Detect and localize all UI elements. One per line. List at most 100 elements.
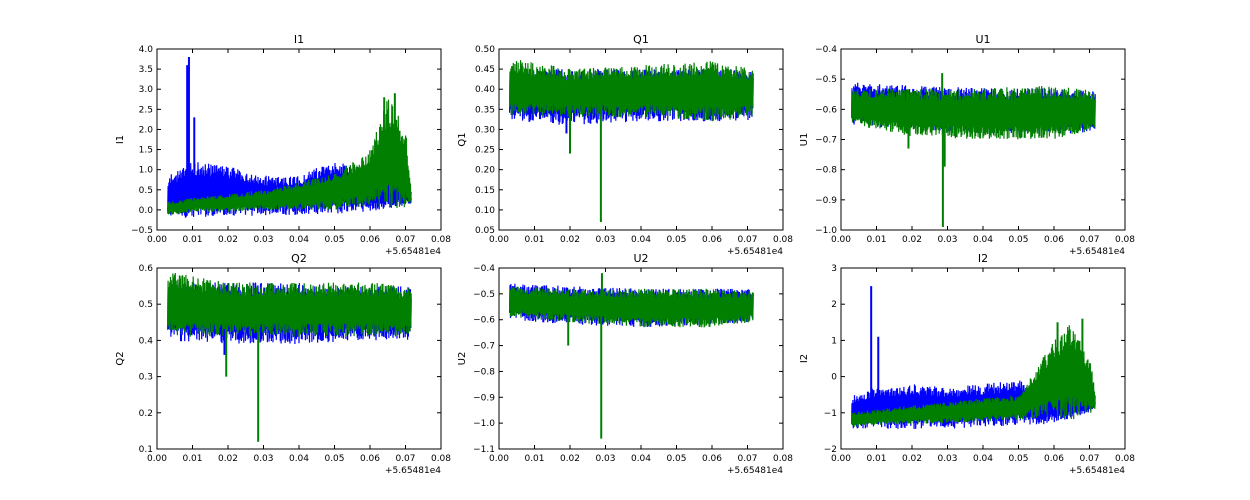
x-tick-label: 0.05 xyxy=(666,235,686,245)
subplot-u1: 0.00 0.01 0.02 0.03 0.04 0.05 0.06 0.07 0.08 −1.0… xyxy=(799,33,1135,257)
x-tick-label: 0.06 xyxy=(1044,235,1064,245)
x-tick-label: 0.06 xyxy=(360,235,380,245)
x-offset-label: +5.65481e4 xyxy=(727,466,783,476)
x-tick-label: 0.06 xyxy=(1044,454,1064,464)
x-tick-label: 0.03 xyxy=(253,235,273,245)
y-tick-label: −1.0 xyxy=(473,419,495,429)
x-tick-label: 0.08 xyxy=(773,454,793,464)
y-axis-label: I1 xyxy=(115,135,126,144)
y-tick-label: 0.6 xyxy=(139,264,154,274)
series-line-2 xyxy=(851,85,1096,140)
x-offset-label: +5.65481e4 xyxy=(1069,466,1125,476)
x-tick-label: 0.01 xyxy=(524,454,544,464)
y-axis-label: U2 xyxy=(457,352,468,366)
x-tick-label: 0.01 xyxy=(524,235,544,245)
subplot-title: I2 xyxy=(978,252,988,265)
subplot-title: I1 xyxy=(294,33,304,46)
y-tick-label: −0.7 xyxy=(473,342,495,352)
y-tick-label: 0.50 xyxy=(475,45,495,55)
x-tick-label: 0.05 xyxy=(1008,235,1028,245)
x-tick-label: 0.04 xyxy=(973,235,993,245)
x-tick-label: 0.04 xyxy=(289,454,309,464)
x-offset-label: +5.65481e4 xyxy=(385,247,441,257)
y-tick-label: 0.20 xyxy=(475,166,495,176)
y-tick-label: 0.30 xyxy=(475,125,495,135)
y-tick-label: 0.45 xyxy=(475,65,495,75)
y-tick-label: −0.5 xyxy=(815,75,837,85)
y-tick-label: 2.5 xyxy=(139,105,153,115)
series-group xyxy=(167,57,412,218)
x-tick-label: 0.02 xyxy=(902,454,922,464)
y-tick-label: 3 xyxy=(831,264,837,274)
y-tick-label: 0.10 xyxy=(475,206,495,216)
y-tick-label: 4.0 xyxy=(139,45,154,55)
series-group xyxy=(167,272,412,442)
x-tick-label: 0.05 xyxy=(324,235,344,245)
x-tick-label: 0.07 xyxy=(1079,454,1099,464)
series-line-2 xyxy=(167,272,412,337)
y-tick-label: 0.05 xyxy=(475,226,495,236)
subplot-title: U2 xyxy=(633,252,648,265)
y-tick-label: −0.5 xyxy=(473,290,495,300)
y-tick-label: −0.5 xyxy=(131,226,153,236)
y-tick-label: 0.5 xyxy=(139,186,153,196)
x-tick-label: 0.03 xyxy=(937,235,957,245)
x-tick-label: 0.03 xyxy=(595,235,615,245)
x-tick-label: 0.08 xyxy=(431,235,451,245)
subplot-title: U1 xyxy=(975,33,990,46)
y-tick-label: 0.0 xyxy=(139,206,154,216)
y-tick-label: −2 xyxy=(824,445,837,455)
y-axis-label: I2 xyxy=(799,354,810,363)
subplot-u2: 0.00 0.01 0.02 0.03 0.04 0.05 0.06 0.07 0.08 −1.1… xyxy=(457,252,793,476)
x-tick-label: 0.00 xyxy=(147,454,167,464)
series-line-2 xyxy=(509,286,754,328)
y-tick-label: −0.9 xyxy=(473,393,495,403)
subplot-i1: 0.00 0.01 0.02 0.03 0.04 0.05 0.06 0.07 0.08 −0.5… xyxy=(115,33,451,257)
y-tick-label: −0.8 xyxy=(473,367,495,377)
y-tick-label: 2 xyxy=(831,300,837,310)
series-line-2 xyxy=(167,99,412,215)
y-tick-label: 0.35 xyxy=(475,105,495,115)
y-axis-label: Q1 xyxy=(457,132,468,146)
y-tick-label: 0.4 xyxy=(139,336,154,346)
y-tick-label: 0.2 xyxy=(139,409,153,419)
y-tick-label: 0.3 xyxy=(139,373,153,383)
x-offset-label: +5.65481e4 xyxy=(727,247,783,257)
x-tick-label: 0.08 xyxy=(1115,454,1135,464)
x-tick-label: 0.03 xyxy=(595,454,615,464)
x-tick-label: 0.00 xyxy=(489,454,509,464)
x-tick-label: 0.05 xyxy=(324,454,344,464)
series-group xyxy=(851,286,1096,430)
y-tick-label: 3.5 xyxy=(139,65,153,75)
y-tick-label: 0.25 xyxy=(475,146,495,156)
y-tick-label: −0.6 xyxy=(815,105,837,115)
x-offset-label: +5.65481e4 xyxy=(385,466,441,476)
x-tick-label: 0.02 xyxy=(560,235,580,245)
y-tick-label: 0 xyxy=(831,373,837,383)
y-tick-label: −0.9 xyxy=(815,196,837,206)
x-tick-label: 0.04 xyxy=(631,235,651,245)
x-tick-label: 0.01 xyxy=(182,235,202,245)
subplot-i2: 0.00 0.01 0.02 0.03 0.04 0.05 0.06 0.07 0.08 −2 −1… xyxy=(799,252,1135,476)
y-tick-label: 0.5 xyxy=(139,300,153,310)
x-tick-label: 0.04 xyxy=(973,454,993,464)
x-tick-label: 0.00 xyxy=(147,235,167,245)
y-tick-label: −1.1 xyxy=(473,445,495,455)
y-tick-label: −0.4 xyxy=(815,45,837,55)
subplot-title: Q2 xyxy=(291,252,307,265)
x-tick-label: 0.02 xyxy=(218,454,238,464)
x-tick-label: 0.01 xyxy=(866,235,886,245)
x-tick-label: 0.01 xyxy=(182,454,202,464)
x-offset-label: +5.65481e4 xyxy=(1069,247,1125,257)
x-tick-label: 0.08 xyxy=(1115,235,1135,245)
x-tick-label: 0.02 xyxy=(902,235,922,245)
x-tick-label: 0.04 xyxy=(289,235,309,245)
x-tick-label: 0.03 xyxy=(937,454,957,464)
y-tick-label: 2.0 xyxy=(139,125,154,135)
series-group xyxy=(509,273,754,439)
x-tick-label: 0.00 xyxy=(831,235,851,245)
y-tick-label: −1.0 xyxy=(815,226,837,236)
series-line-2 xyxy=(509,60,754,122)
y-tick-label: 0.1 xyxy=(139,445,153,455)
